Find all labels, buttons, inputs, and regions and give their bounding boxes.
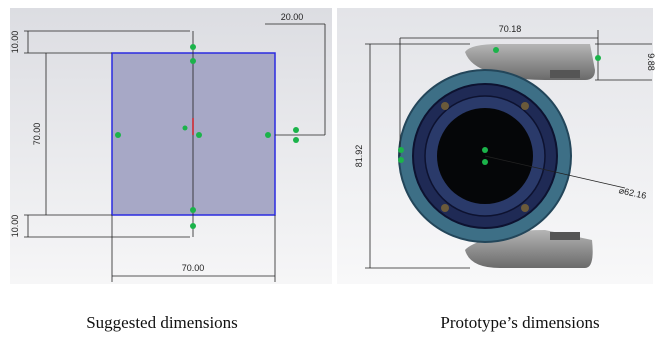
right-panel: 70.18 9.88 81.92 ⌀62.16 [337,8,656,284]
dimension: 70.00 [182,263,205,273]
dimension: 81.92 [354,145,364,168]
figure: 10.00 70.00 10.00 70.00 20.00 70.18 9.88… [0,0,657,337]
left-panel: 10.00 70.00 10.00 70.00 20.00 [10,8,332,284]
caption: Prototype’s dimensions [440,313,599,332]
dimension: 70.00 [32,123,42,146]
dimension: 70.18 [499,24,522,34]
dimension: 10.00 [10,215,20,238]
dimension: 10.00 [10,31,20,54]
dimension: 9.88 [646,53,656,71]
dimension: 20.00 [281,12,304,22]
caption: Suggested dimensions [86,313,238,332]
